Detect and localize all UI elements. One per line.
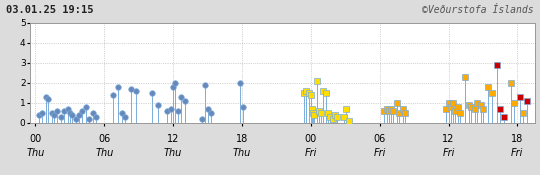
Text: Fri: Fri: [305, 148, 317, 158]
Text: Fri: Fri: [511, 148, 524, 158]
Text: 00: 00: [29, 134, 42, 144]
Text: Fri: Fri: [374, 148, 386, 158]
Text: 03.01.25 19:15: 03.01.25 19:15: [6, 5, 94, 15]
Text: 12: 12: [442, 134, 455, 144]
Text: 18: 18: [511, 134, 523, 144]
Text: 06: 06: [374, 134, 386, 144]
Text: Thu: Thu: [95, 148, 113, 158]
Text: 18: 18: [236, 134, 248, 144]
Text: 12: 12: [167, 134, 179, 144]
Text: Thu: Thu: [26, 148, 45, 158]
Text: ©Veðurstofa Íslands: ©Veðurstofa Íslands: [422, 5, 534, 15]
Text: 06: 06: [98, 134, 110, 144]
Text: Thu: Thu: [233, 148, 251, 158]
Text: 00: 00: [305, 134, 317, 144]
Text: Thu: Thu: [164, 148, 183, 158]
Text: Fri: Fri: [442, 148, 455, 158]
